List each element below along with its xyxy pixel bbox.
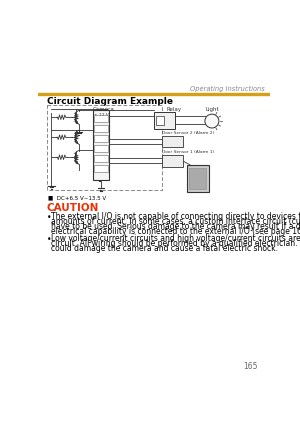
Text: have to be used. Serious damage to the camera may result if a device that exceed: have to be used. Serious damage to the c…: [52, 222, 300, 231]
Bar: [93, 110, 109, 180]
Text: electrical capability is connected to the external I/O (see page 164).: electrical capability is connected to th…: [52, 227, 300, 236]
Text: Door Sensor 2 (Alarm 2): Door Sensor 2 (Alarm 2): [162, 131, 214, 135]
Text: 165: 165: [243, 362, 258, 371]
Bar: [161, 136, 183, 147]
Bar: [94, 165, 108, 172]
Bar: [156, 116, 164, 125]
Text: amounts of current. In some cases, a custom interface circuit (customer-provided: amounts of current. In some cases, a cus…: [52, 217, 300, 226]
Text: Low voltage/current circuits and high voltage/current circuits are used in the c: Low voltage/current circuits and high vo…: [52, 234, 300, 243]
Text: CAUTION: CAUTION: [47, 204, 99, 213]
Bar: [94, 155, 108, 162]
Bar: [94, 125, 108, 132]
Text: Operating Instructions: Operating Instructions: [190, 86, 265, 92]
Text: Camera: Camera: [92, 107, 114, 112]
Text: Light: Light: [206, 107, 220, 112]
Bar: [187, 165, 209, 192]
Text: The external I/O is not capable of connecting directly to devices that require l: The external I/O is not capable of conne…: [52, 212, 300, 221]
Bar: [154, 112, 176, 129]
Text: Door Sensor 1 (Alarm 1): Door Sensor 1 (Alarm 1): [162, 150, 214, 154]
Bar: [47, 105, 161, 190]
Text: ■  DC+6.5 V~13.5 V: ■ DC+6.5 V~13.5 V: [48, 196, 106, 201]
Text: Circuit Diagram Example: Circuit Diagram Example: [47, 97, 173, 106]
Text: could damage the camera and cause a fatal electric shock.: could damage the camera and cause a fata…: [52, 244, 278, 253]
Bar: [94, 115, 108, 122]
Text: •: •: [47, 212, 51, 222]
Bar: [189, 168, 206, 189]
Text: Relay: Relay: [166, 107, 182, 112]
Text: circuit. All wiring should be performed by a qualified electrician. Incorrect wi: circuit. All wiring should be performed …: [52, 239, 300, 248]
Bar: [94, 145, 108, 152]
Bar: [38, 94, 270, 95]
Text: + 12 V: + 12 V: [94, 113, 109, 116]
Circle shape: [205, 114, 219, 128]
Bar: [94, 135, 108, 142]
Bar: [161, 155, 183, 167]
Text: •: •: [47, 235, 51, 244]
